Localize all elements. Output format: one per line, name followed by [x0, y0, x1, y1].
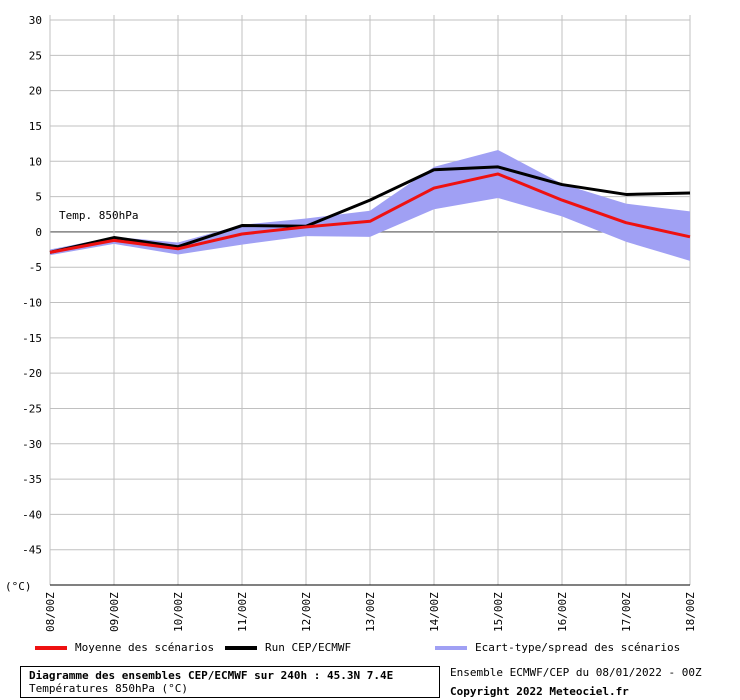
copyright: Copyright 2022 Meteociel.fr: [450, 685, 629, 698]
y-tick-label: 15: [29, 120, 42, 133]
x-tick-label: 18/00Z: [684, 592, 697, 632]
y-tick-label: -10: [22, 297, 42, 310]
chart-title: Diagramme des ensembles CEP/ECMWF sur 24…: [29, 669, 394, 682]
y-tick-label: -30: [22, 438, 42, 451]
y-tick-label: 10: [29, 155, 42, 168]
ensemble-info: Ensemble ECMWF/CEP du 08/01/2022 - 00Z: [450, 666, 702, 679]
legend-spread: Ecart-type/spread des scénarios: [435, 641, 680, 654]
legend-mean-swatch: [35, 645, 67, 650]
legend-mean: Moyenne des scénarios: [35, 641, 214, 654]
y-tick-label: -40: [22, 508, 42, 521]
title-box: Diagramme des ensembles CEP/ECMWF sur 24…: [20, 666, 440, 698]
ensemble-chart: 30 25 20 15 10 5 0 -5 -10 -15 -20 -25 -30 -35 -40 -45 0…: [5, 14, 697, 632]
spread-band: [50, 149, 690, 261]
series-label: Temp. 850hPa: [59, 209, 138, 222]
x-tick-label: 14/00Z: [428, 592, 441, 632]
y-tick-label: -5: [29, 261, 42, 274]
x-tick-label: 15/00Z: [492, 592, 505, 632]
legend-spread-swatch: [435, 645, 467, 650]
y-tick-labels: 30 25 20 15 10 5 0 -5 -10 -15 -20 -25 -30 -35 -40 -45: [22, 14, 42, 557]
y-tick-label: 25: [29, 49, 42, 62]
y-tick-label: -15: [22, 332, 42, 345]
mean-line: [49, 172, 691, 254]
x-tick-label: 10/00Z: [172, 592, 185, 632]
x-tick-label: 11/00Z: [236, 592, 249, 632]
legend-run: Run CEP/ECMWF: [225, 641, 351, 654]
lines-layer: [49, 165, 691, 254]
spread-band-layer: [50, 149, 690, 261]
x-tick-label: 08/00Z: [44, 592, 57, 632]
chart-subtitle: Températures 850hPa (°C): [29, 682, 188, 695]
y-axis-unit-label: (°C): [5, 580, 32, 593]
y-tick-label: 5: [35, 191, 42, 204]
y-tick-label: -35: [22, 473, 42, 486]
x-tick-labels: 08/00Z 09/00Z 10/00Z 11/00Z 12/00Z 13/00Z 14/0…: [44, 592, 697, 632]
legend-run-swatch: [225, 645, 257, 650]
y-tick-label: -25: [22, 402, 42, 415]
x-tick-label: 12/00Z: [300, 592, 313, 632]
x-tick-label: 09/00Z: [108, 592, 121, 632]
run-line: [49, 165, 691, 254]
x-tick-label: 16/00Z: [556, 592, 569, 632]
legend-run-label: Run CEP/ECMWF: [265, 641, 352, 654]
y-tick-label: -20: [22, 367, 42, 380]
y-tick-label: -45: [22, 544, 42, 557]
legend-spread-label: Ecart-type/spread des scénarios: [475, 641, 681, 654]
x-tick-label: 17/00Z: [620, 592, 633, 632]
x-tick-label: 13/00Z: [364, 592, 377, 632]
y-tick-label: 0: [35, 226, 42, 239]
legend-mean-label: Moyenne des scénarios: [75, 641, 215, 654]
y-tick-label: 20: [29, 85, 42, 98]
y-tick-label: 30: [29, 14, 42, 27]
grid: [49, 15, 691, 586]
